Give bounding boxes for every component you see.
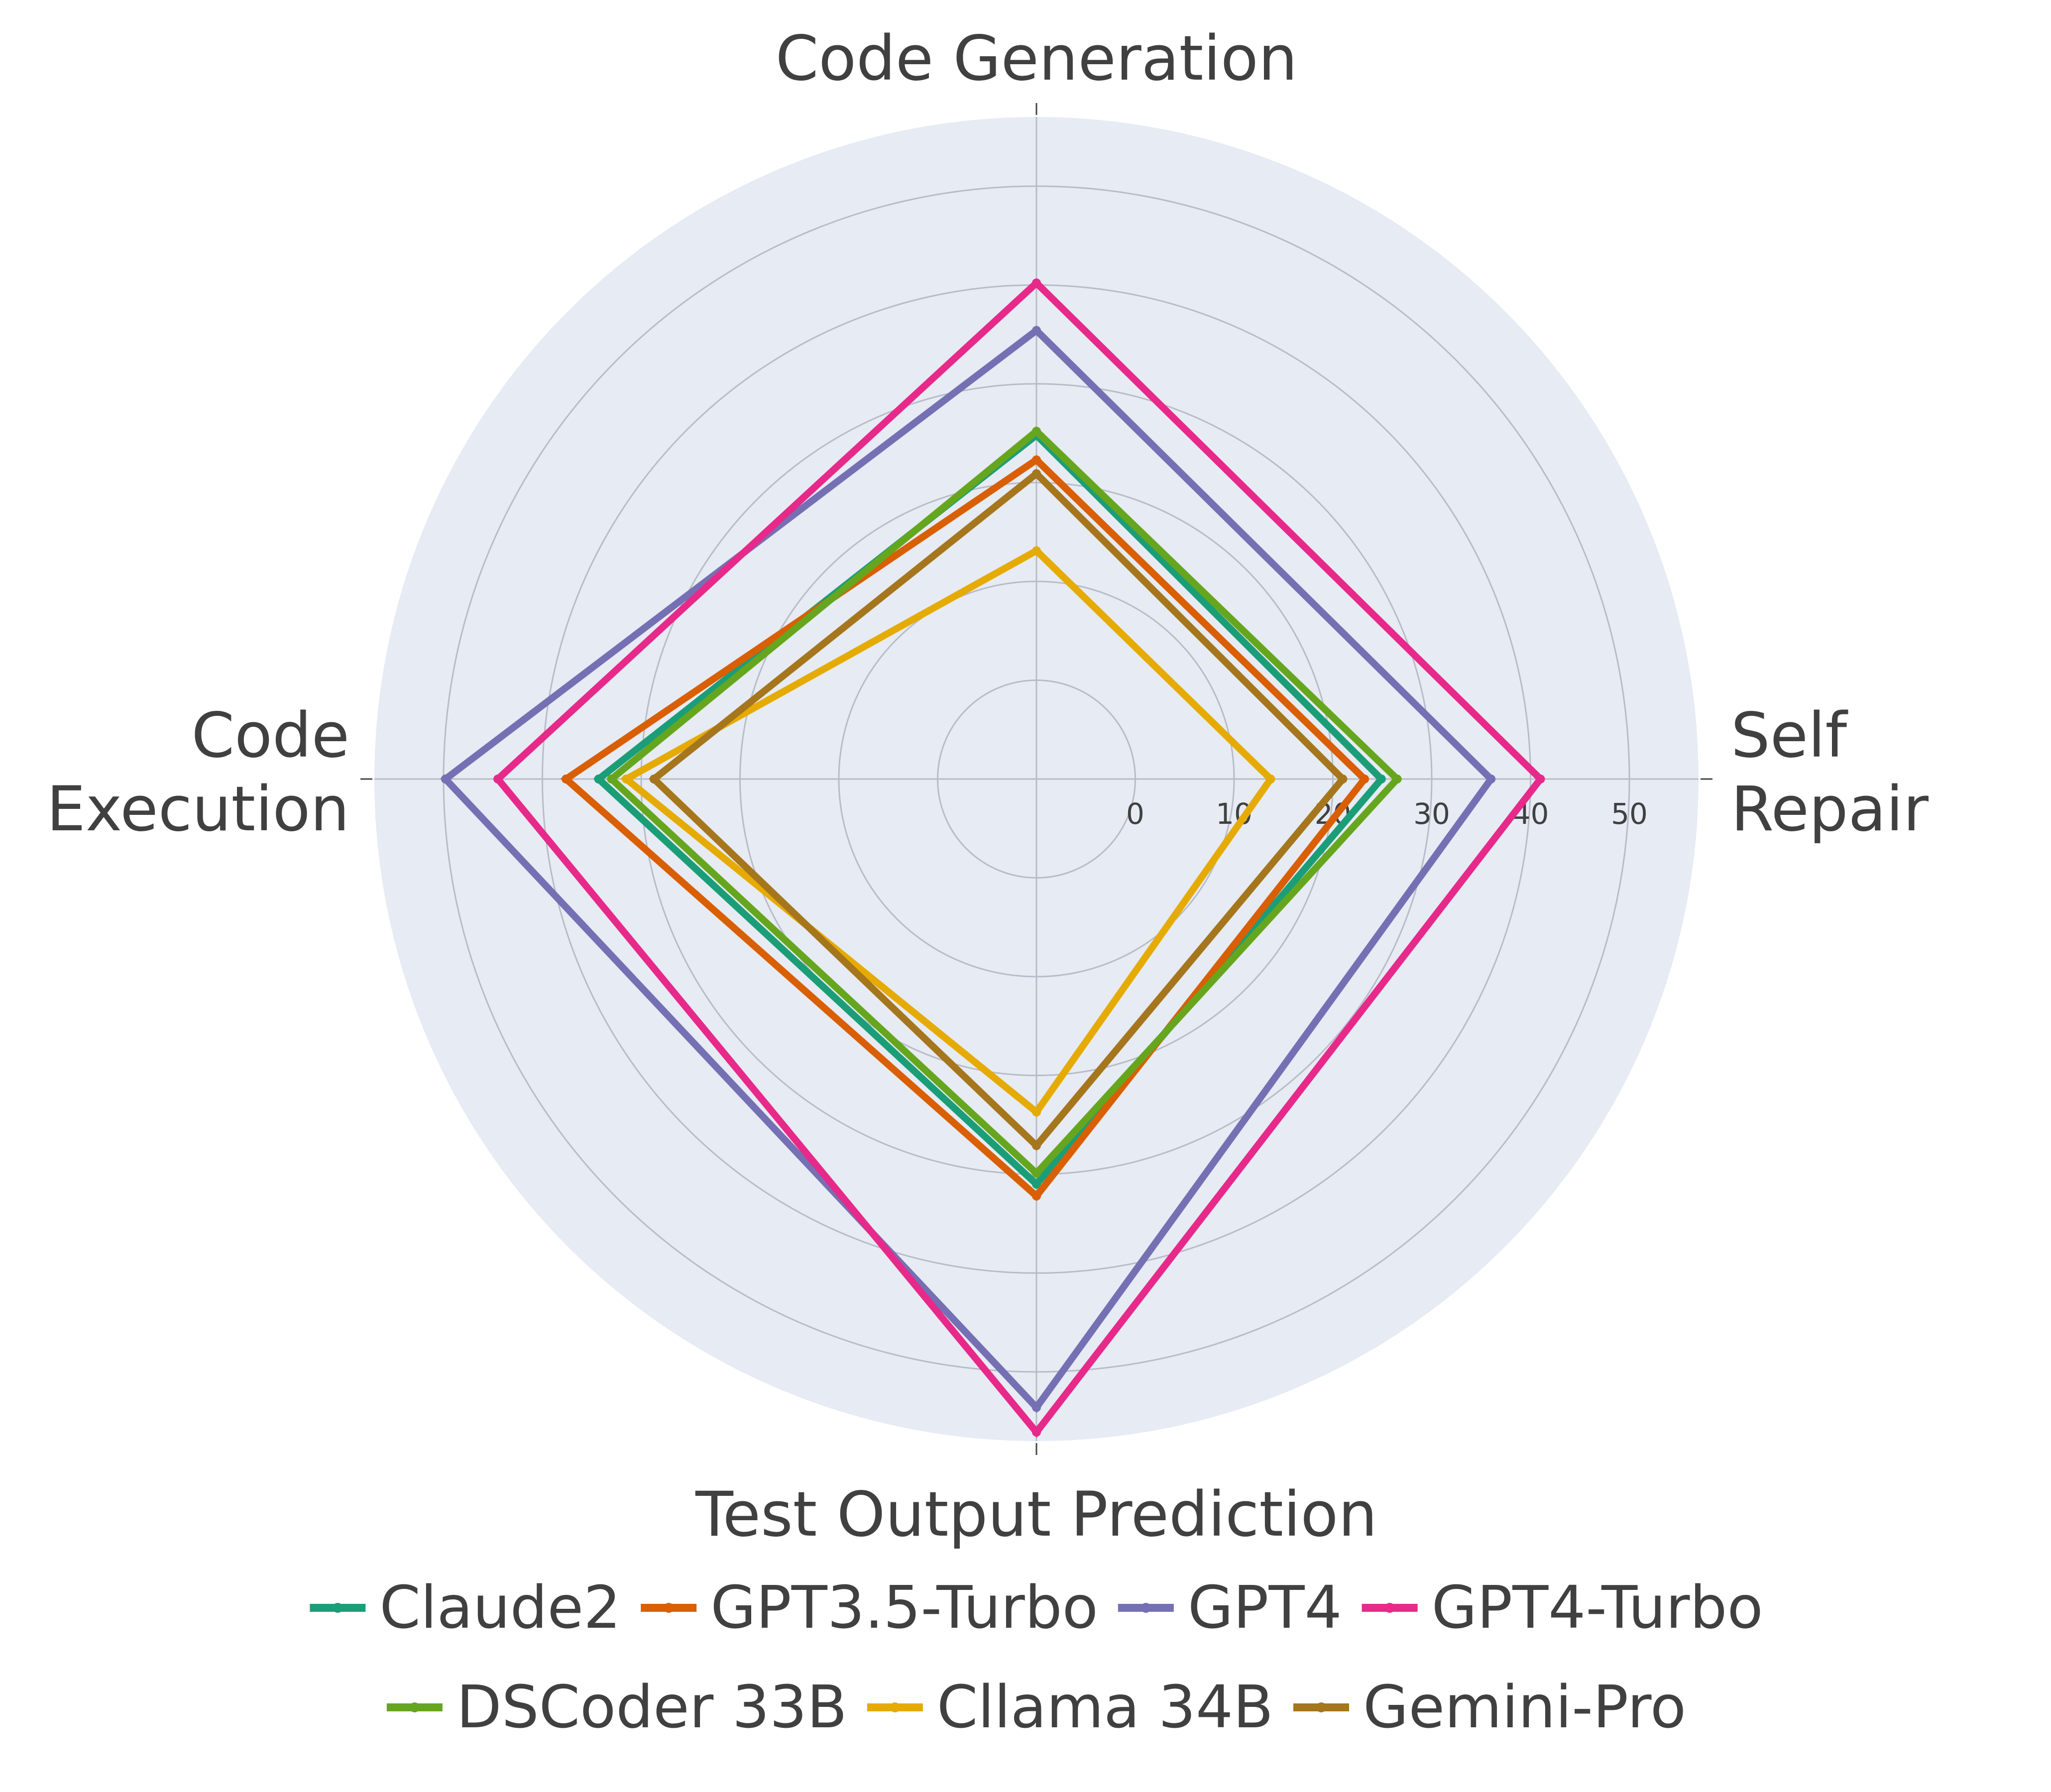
legend-item: Gemini-Pro [1293,1673,1686,1741]
data-point [1032,1191,1041,1201]
data-point [1376,775,1386,784]
data-point [1032,326,1041,335]
data-point [607,775,616,784]
legend-marker [1384,1603,1395,1613]
radial-tick-label: 30 [1413,797,1450,831]
legend: Claude2 GPT3.5-Turbo GPT4 GPT4-Turbo DSCoder… [310,1573,1763,1741]
series-dscoder-33b [606,426,1402,1178]
data-point [1032,1107,1041,1117]
legend-label: GPT4 [1188,1573,1342,1642]
data-series [440,278,1545,1438]
data-point [1032,1403,1041,1412]
data-point [1032,546,1041,556]
axis-title-self-repair: Self [1731,700,1848,772]
data-point [1032,427,1041,436]
data-point [1392,775,1402,784]
data-point [1536,775,1545,784]
data-point [1338,775,1348,784]
data-point [562,775,571,784]
data-point [1266,775,1275,784]
legend-item: GPT4 [1118,1573,1342,1642]
legend-item: Claude2 [310,1573,621,1642]
axis-title-code-execution: Code [192,700,349,772]
data-point [622,775,631,784]
legend-marker [890,1702,900,1712]
data-point [649,775,659,784]
legend-item: GPT4-Turbo [1362,1573,1763,1642]
legend-marker [664,1603,674,1613]
data-point [1032,455,1041,464]
legend-item: GPT3.5-Turbo [641,1573,1098,1642]
legend-item: Cllama 34B [867,1673,1273,1741]
series-gpt3-5-turbo [560,455,1369,1201]
series-gpt4 [440,326,1496,1413]
data-point [594,775,603,784]
series-cllama-34b [620,546,1275,1118]
axis-title-code-generation: Code Generation [776,23,1298,95]
radial-tick-label: 0 [1126,797,1144,831]
data-point [1486,775,1496,784]
radial-tick-label: 50 [1611,797,1648,831]
legend-label: GPT3.5-Turbo [710,1573,1098,1642]
legend-label: DSCoder 33B [456,1673,847,1741]
legend-marker [1140,1603,1151,1613]
legend-label: Cllama 34B [937,1673,1273,1741]
data-point [1032,1169,1041,1178]
axis-title-self-repair: Repair [1731,774,1929,845]
data-point [1032,469,1041,478]
series-gpt4-turbo [493,278,1545,1438]
legend-label: GPT4-Turbo [1432,1573,1763,1642]
data-point [1360,775,1369,784]
data-point [1032,1179,1041,1189]
series-gemini-pro [649,469,1348,1151]
data-point [1032,1141,1041,1150]
axis-title-code-execution: Execution [47,774,350,845]
data-point [441,775,450,784]
data-point [1032,278,1041,288]
legend-marker [1316,1702,1326,1712]
legend-marker [409,1702,420,1712]
legend-marker [333,1603,343,1613]
legend-label: Gemini-Pro [1363,1673,1686,1741]
legend-label: Claude2 [379,1573,621,1642]
axis-title-test-output-prediction: Test Output Prediction [695,1479,1377,1551]
data-point [493,775,503,784]
data-point [1032,1428,1041,1437]
legend-item: DSCoder 33B [386,1673,847,1741]
